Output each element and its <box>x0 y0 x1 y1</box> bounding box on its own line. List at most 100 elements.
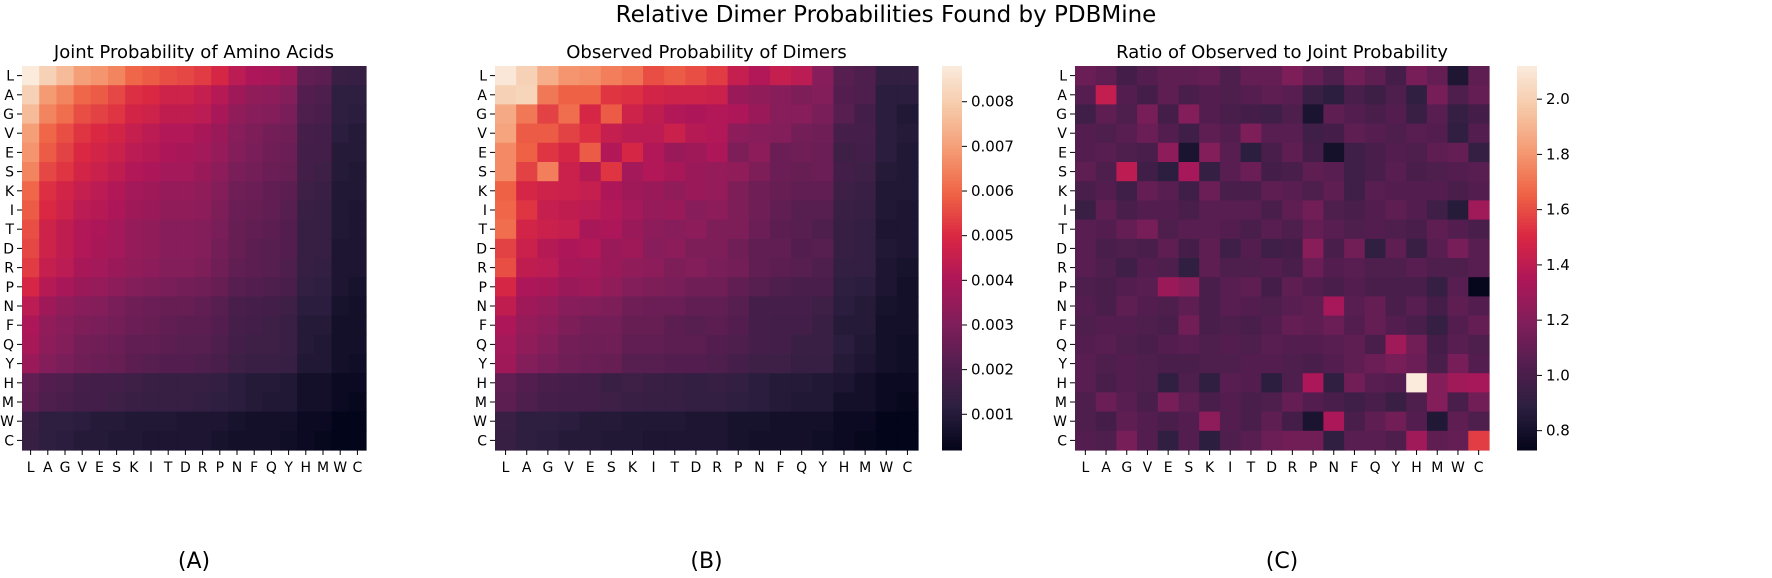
heatmap-cell <box>228 392 247 413</box>
heatmap-cell <box>176 104 195 125</box>
heatmap-cell <box>1282 162 1304 182</box>
colorbar-band <box>1517 418 1537 422</box>
heatmap-cell <box>331 315 350 336</box>
heatmap-cell <box>142 181 161 201</box>
y-tick-label: F <box>479 318 487 334</box>
heatmap-cell <box>56 85 75 105</box>
colorbar-band <box>1517 379 1537 384</box>
heatmap-cell <box>748 200 771 221</box>
heatmap-cell <box>537 296 560 317</box>
x-tick-label: T <box>1246 460 1256 476</box>
heatmap-cell <box>1344 430 1366 451</box>
heatmap-cell <box>245 142 264 163</box>
heatmap-cell <box>495 85 517 105</box>
heatmap-cell <box>495 238 517 259</box>
colorbar-band <box>942 264 962 269</box>
heatmap-cell <box>833 258 856 278</box>
y-tick-label: C <box>477 433 487 449</box>
heatmap-cell <box>314 277 333 297</box>
heatmap-cell <box>331 142 350 163</box>
heatmap-cell <box>194 334 212 355</box>
heatmap-cell <box>1095 123 1117 144</box>
heatmap-cell <box>1282 238 1304 259</box>
heatmap-cell <box>558 219 581 240</box>
heatmap-cell <box>1219 334 1242 355</box>
heatmap-cell <box>1302 66 1324 86</box>
heatmap-cell <box>1282 258 1304 278</box>
heatmap-cell <box>1219 277 1242 297</box>
heatmap-cell <box>1137 66 1159 86</box>
colorbar-band <box>1517 315 1537 320</box>
heatmap-cell <box>142 373 161 393</box>
x-tick-label: D <box>1266 460 1277 476</box>
heatmap-cell <box>1447 162 1469 182</box>
heatmap-cell <box>245 373 264 393</box>
heatmap-cell <box>1261 162 1283 182</box>
heatmap-cell <box>706 354 729 374</box>
heatmap-cell <box>537 104 560 125</box>
colorbar-band <box>1517 75 1537 80</box>
heatmap-cell <box>579 142 602 163</box>
heatmap-cell <box>643 411 665 432</box>
heatmap-cell <box>495 296 517 317</box>
heatmap-cell <box>1199 315 1221 336</box>
heatmap-cell <box>833 334 856 355</box>
heatmap-cell <box>1344 373 1366 393</box>
heatmap-panel-3: Ratio of Observed to Joint ProbabilityLA… <box>1053 42 1570 574</box>
heatmap-cell <box>90 238 109 259</box>
heatmap-cell <box>621 104 644 125</box>
heatmap-cell <box>1406 238 1428 259</box>
colorbar-tick-label: 1.6 <box>1546 201 1570 219</box>
heatmap-cell <box>600 373 623 393</box>
heatmap-cell <box>643 162 665 182</box>
heatmap-cell <box>516 258 538 278</box>
heatmap-cell <box>664 354 686 374</box>
y-tick-label: D <box>3 241 14 257</box>
heatmap-cell <box>245 66 264 86</box>
heatmap-cell <box>1240 85 1262 105</box>
heatmap-cell <box>245 219 264 240</box>
heatmap-cell <box>558 85 581 105</box>
heatmap-cell <box>262 219 281 240</box>
heatmap-cell <box>643 430 665 451</box>
heatmap-cell <box>1447 430 1469 451</box>
heatmap-cell <box>1199 258 1221 278</box>
heatmap-cell <box>495 200 517 221</box>
heatmap-cell <box>1261 392 1283 413</box>
colorbar-band <box>942 312 962 317</box>
heatmap-cell <box>706 334 729 355</box>
heatmap-cell <box>896 238 919 259</box>
heatmap-cell <box>176 85 195 105</box>
heatmap-cell <box>1385 200 1407 221</box>
x-tick-label: T <box>163 460 173 476</box>
heatmap-cell <box>1095 334 1117 355</box>
heatmap-cell <box>558 258 581 278</box>
y-tick-label: P <box>479 280 487 296</box>
colorbar-band <box>942 190 962 195</box>
heatmap-cell <box>875 430 898 451</box>
heatmap-cell <box>1426 277 1449 297</box>
heatmap-cell <box>228 162 247 182</box>
heatmap-cell <box>211 85 229 105</box>
heatmap-cell <box>621 142 644 163</box>
colorbar-band <box>1517 210 1537 214</box>
heatmap-cell <box>769 373 792 393</box>
heatmap-cell <box>706 85 729 105</box>
heatmap-cell <box>1199 354 1221 374</box>
heatmap-cell <box>706 238 729 259</box>
heatmap-cell <box>1116 277 1138 297</box>
heatmap-cell <box>579 85 602 105</box>
heatmap-cell <box>1157 104 1180 125</box>
heatmap-cell <box>314 315 333 336</box>
heatmap-cell <box>211 258 229 278</box>
heatmap-cell <box>22 66 40 86</box>
heatmap-cell <box>1075 123 1097 144</box>
heatmap-cell <box>159 181 178 201</box>
colorbar-band <box>1517 338 1537 342</box>
colorbar-band <box>1517 411 1537 416</box>
heatmap-cell <box>875 104 898 125</box>
heatmap-cell <box>727 334 750 355</box>
heatmap-cell <box>22 315 40 336</box>
y-tick-label: T <box>1057 222 1067 238</box>
heatmap-cell <box>643 181 665 201</box>
